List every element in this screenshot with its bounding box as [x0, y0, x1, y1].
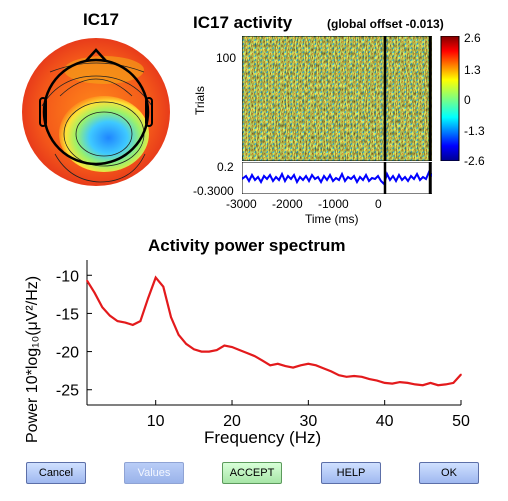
time-axis-label: Time (ms)	[305, 212, 359, 226]
y-tick-label: -25	[56, 383, 79, 400]
spectrum-point	[269, 364, 271, 367]
spectrum-point	[147, 297, 149, 299]
colorbar-tick: 2.6	[464, 31, 481, 45]
spectrum-point	[215, 349, 218, 351]
erpimage-title: IC17 activity	[193, 13, 293, 32]
spectrum-point	[170, 316, 172, 319]
spectrum-point	[360, 375, 363, 378]
spectrum-point	[131, 324, 134, 326]
spectrum-point	[185, 343, 188, 345]
right-ear	[145, 97, 153, 127]
spectrum-point	[368, 378, 371, 380]
colorbar-tick: 0	[464, 93, 471, 107]
erpimage-subtitle: (global offset -0.013)	[327, 17, 444, 31]
erp-trace	[242, 162, 432, 194]
spectrum-point	[315, 364, 317, 367]
spectrum-point	[406, 382, 409, 384]
spectrum-point	[162, 285, 165, 288]
help-button[interactable]: HELP	[321, 462, 381, 484]
x-tick-label: 20	[223, 413, 241, 430]
spectrum-point	[391, 382, 394, 385]
trace-tick-top: 0.2	[217, 160, 234, 174]
spectrum-point	[376, 379, 378, 382]
spectrum-point	[353, 375, 355, 377]
spectrum-point	[444, 383, 447, 386]
left-ear	[39, 97, 47, 127]
trials-tick-100: 100	[216, 51, 237, 65]
spectrum-title: Activity power spectrum	[148, 236, 346, 255]
spectrum-point	[223, 344, 226, 347]
spectrum-chart: -10 -15 -20 -25 10 20 30 40 50	[56, 260, 470, 430]
spectrum-point	[116, 320, 119, 322]
spectrum-point	[307, 362, 310, 365]
spectrum-point	[246, 352, 249, 354]
colorbar-tick: -2.6	[464, 154, 485, 168]
spectrum-point	[238, 349, 241, 351]
spectrum-point	[208, 350, 210, 353]
colorbar	[440, 36, 460, 161]
colorbar-tick: -1.3	[464, 124, 485, 138]
spectrum-point	[154, 276, 157, 279]
time-tick: 0	[375, 197, 382, 211]
colorbar-tick: 1.3	[464, 63, 481, 77]
time-tick: -1000	[318, 197, 349, 211]
spectrum-point	[292, 366, 294, 369]
spectrum-point	[86, 279, 88, 282]
spectrum-point	[429, 382, 432, 384]
y-tick-label: -20	[56, 345, 79, 362]
spectrum-point	[261, 359, 264, 362]
spectrum-line	[86, 275, 462, 387]
x-tick-label: 40	[376, 413, 394, 430]
spectrum-point	[383, 382, 386, 384]
spectrum-point	[139, 320, 142, 322]
x-tick-label: 30	[299, 413, 317, 430]
component-label: IC17	[83, 10, 119, 29]
time-tick: -2000	[272, 197, 303, 211]
spectrum-point	[109, 314, 111, 317]
scalp-topography	[22, 38, 170, 186]
head-outline	[42, 58, 150, 166]
spectrum-point	[193, 348, 195, 351]
y-tick-label: -10	[56, 268, 79, 285]
time-tick: -3000	[226, 197, 257, 211]
spectrum-point	[460, 373, 462, 376]
cancel-button[interactable]: Cancel	[26, 462, 86, 484]
spectrum-xlabel: Frequency (Hz)	[204, 428, 322, 447]
y-tick-label: -15	[56, 306, 79, 323]
x-tick-label: 10	[147, 413, 165, 430]
spectrum-point	[437, 384, 439, 386]
spectrum-point	[330, 370, 333, 373]
spectrum-point	[177, 333, 180, 336]
spectrum-point	[284, 365, 287, 367]
spectrum-point	[93, 292, 96, 294]
spectrum-point	[299, 364, 302, 367]
spectrum-point	[200, 350, 203, 353]
spectrum-point	[414, 383, 417, 386]
erp-image	[242, 36, 432, 161]
spectrum-point	[345, 375, 348, 378]
ok-button[interactable]: OK	[419, 462, 479, 484]
nose	[85, 48, 107, 62]
spectrum-point	[101, 306, 104, 309]
spectrum-point	[422, 384, 424, 386]
spectrum-point	[322, 367, 325, 370]
spectrum-point	[231, 346, 233, 348]
values-button[interactable]: Values	[124, 462, 184, 484]
spectrum-point	[338, 374, 340, 377]
trace-tick-bottom: -0.3000	[193, 184, 234, 198]
spectrum-point	[254, 355, 256, 357]
spectrum-point	[399, 381, 401, 383]
accept-button[interactable]: ACCEPT	[222, 462, 282, 484]
spectrum-point	[124, 321, 126, 324]
x-tick-label: 50	[452, 413, 470, 430]
spectrum-point	[277, 362, 279, 365]
spectrum-point	[452, 382, 455, 384]
